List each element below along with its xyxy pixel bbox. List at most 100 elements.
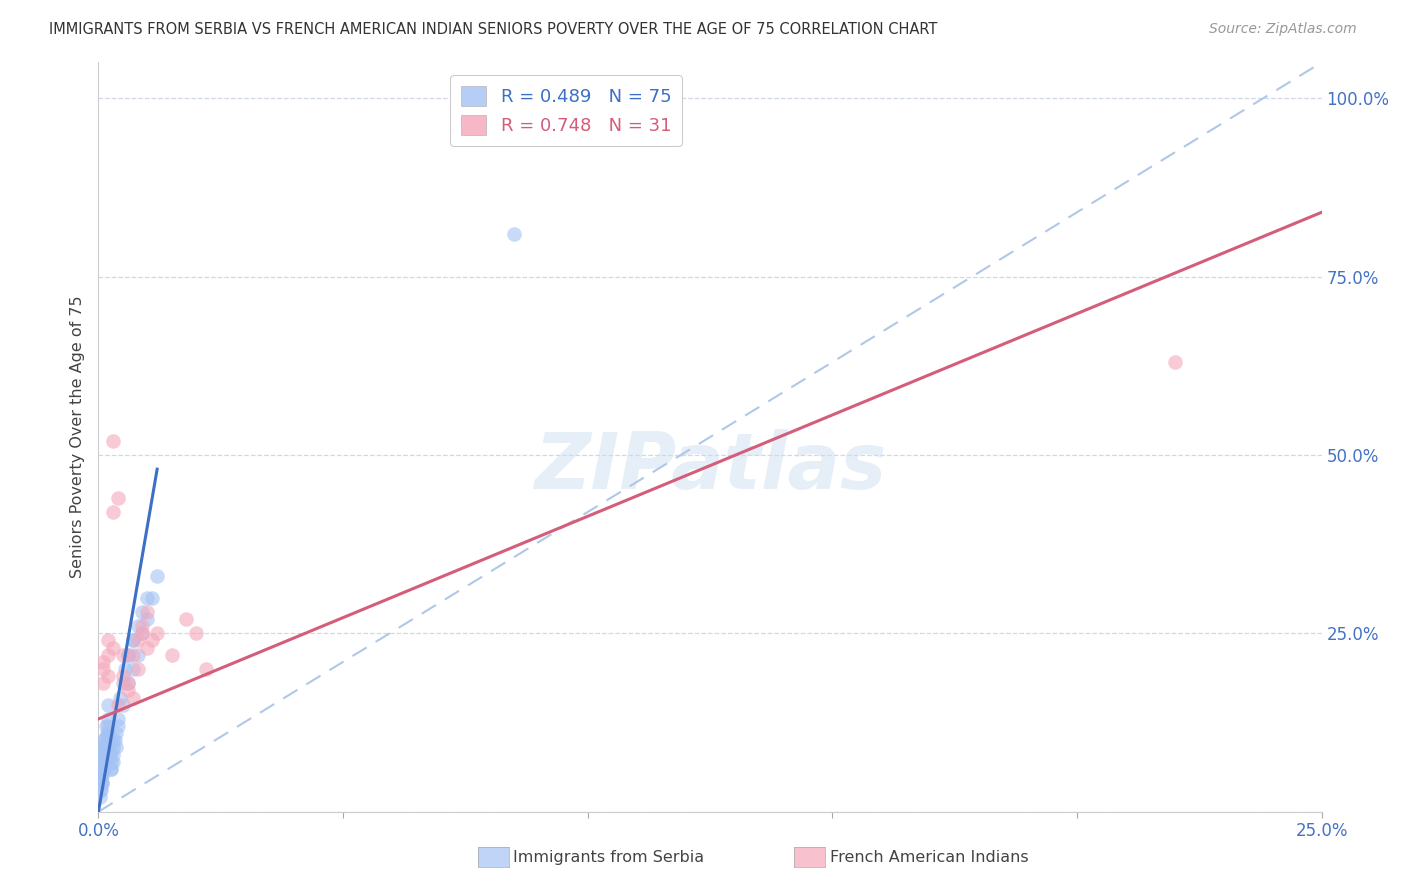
Point [100, 762, 122, 776]
Point [93, 755, 115, 769]
Point [131, 626, 153, 640]
Point [90, 769, 112, 783]
Point [98, 747, 121, 762]
Point [91, 776, 114, 790]
Point [94, 740, 117, 755]
Point [91, 747, 114, 762]
Point [111, 698, 134, 712]
Point [160, 648, 183, 662]
Point [576, 91, 599, 105]
Point [97, 698, 120, 712]
Point [111, 669, 134, 683]
Point [94, 755, 117, 769]
Point [94, 740, 117, 755]
Point [96, 755, 118, 769]
Point [121, 662, 143, 676]
Point [93, 762, 115, 776]
Point [91, 733, 114, 747]
Point [141, 633, 163, 648]
Text: French American Indians: French American Indians [830, 850, 1028, 864]
Point [146, 569, 169, 583]
Point [101, 434, 124, 448]
Point [121, 633, 143, 648]
Point [121, 690, 143, 705]
Point [111, 676, 134, 690]
Point [186, 626, 208, 640]
Point [107, 719, 129, 733]
Point [101, 505, 124, 519]
Point [136, 591, 159, 605]
Point [89, 790, 111, 805]
Point [97, 726, 120, 740]
Point [91, 747, 114, 762]
Point [105, 726, 128, 740]
Point [131, 605, 153, 619]
Point [114, 662, 136, 676]
Point [117, 648, 139, 662]
Point [100, 755, 122, 769]
Point [94, 719, 117, 733]
Point [131, 626, 153, 640]
Point [101, 740, 124, 755]
Point [131, 619, 153, 633]
Point [91, 762, 114, 776]
Point [110, 690, 132, 705]
Point [91, 676, 114, 690]
Point [89, 783, 111, 797]
Point [91, 776, 114, 790]
Point [176, 612, 198, 626]
Text: IMMIGRANTS FROM SERBIA VS FRENCH AMERICAN INDIAN SENIORS POVERTY OVER THE AGE OF: IMMIGRANTS FROM SERBIA VS FRENCH AMERICA… [49, 22, 938, 37]
Y-axis label: Seniors Poverty Over the Age of 75: Seniors Poverty Over the Age of 75 [69, 296, 84, 578]
Point [127, 662, 149, 676]
Point [117, 676, 139, 690]
Point [98, 747, 121, 762]
Text: Immigrants from Serbia: Immigrants from Serbia [513, 850, 704, 864]
Point [97, 712, 120, 726]
Point [98, 740, 121, 755]
Point [101, 640, 124, 655]
Point [93, 733, 115, 747]
Point [101, 733, 124, 747]
Point [107, 712, 129, 726]
Point [93, 747, 115, 762]
Text: Source: ZipAtlas.com: Source: ZipAtlas.com [1209, 22, 1357, 37]
Point [117, 676, 139, 690]
Point [90, 769, 112, 783]
Point [107, 698, 129, 712]
Point [100, 762, 122, 776]
Point [104, 733, 127, 747]
Point [107, 491, 129, 505]
Point [121, 648, 143, 662]
Point [90, 762, 112, 776]
Point [93, 747, 115, 762]
Point [136, 605, 159, 619]
Point [90, 783, 112, 797]
Point [127, 633, 149, 648]
Point [503, 227, 526, 241]
Point [141, 591, 163, 605]
Point [127, 619, 149, 633]
Point [1164, 355, 1187, 369]
Point [117, 648, 139, 662]
Point [93, 740, 115, 755]
Point [91, 662, 114, 676]
Point [97, 719, 120, 733]
Point [98, 747, 121, 762]
Point [195, 662, 218, 676]
Point [96, 740, 118, 755]
Point [127, 648, 149, 662]
Point [91, 762, 114, 776]
Point [121, 633, 143, 648]
Point [97, 633, 120, 648]
Point [96, 733, 118, 747]
Point [94, 755, 117, 769]
Text: ZIPatlas: ZIPatlas [534, 429, 886, 505]
Point [97, 648, 120, 662]
Point [97, 669, 120, 683]
Point [94, 747, 117, 762]
Point [104, 740, 127, 755]
Point [117, 683, 139, 698]
Point [90, 776, 112, 790]
Point [91, 655, 114, 669]
Point [101, 747, 124, 762]
